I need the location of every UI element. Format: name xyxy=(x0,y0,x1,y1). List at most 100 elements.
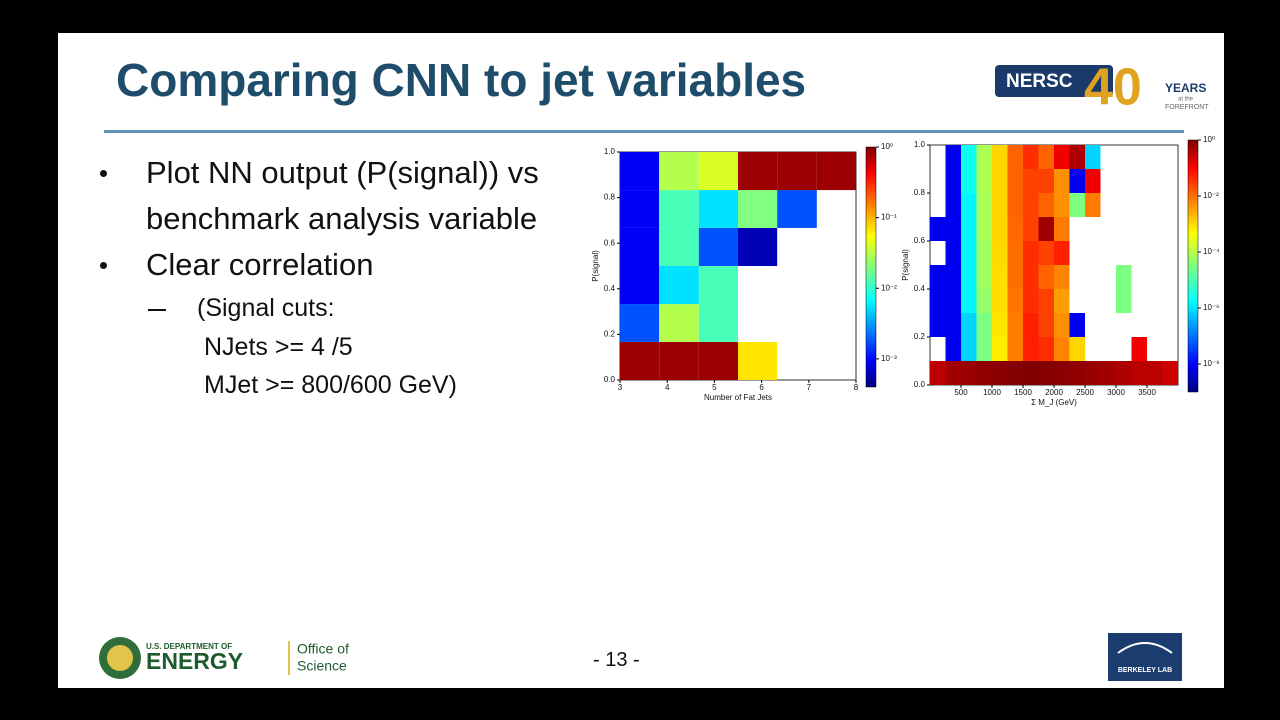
heatmap-cell xyxy=(945,265,961,289)
colorbar-tick-label: 10⁰ xyxy=(1203,135,1215,144)
heatmap-cell xyxy=(976,337,992,361)
x-tick-label: 8 xyxy=(854,383,859,392)
heatmap-cell xyxy=(698,190,738,228)
heatmap-cell xyxy=(1131,337,1147,361)
heatmap-cell xyxy=(1116,361,1132,385)
heatmap-cell xyxy=(1007,361,1023,385)
slide: Comparing CNN to jet variables Plot NN o… xyxy=(58,33,1224,688)
heatmap-cell xyxy=(698,152,738,191)
logo-text: Office of xyxy=(297,641,349,657)
page-number: - 13 - xyxy=(593,649,640,671)
heatmap-cell xyxy=(961,193,977,217)
heatmap-cell xyxy=(1054,265,1070,289)
heatmap-cell xyxy=(961,361,977,385)
heatmap-cell xyxy=(992,337,1008,361)
y-tick-label: 0.0 xyxy=(604,375,616,384)
heatmap-cell xyxy=(1147,361,1163,385)
logo-text: FOREFRONT xyxy=(1165,104,1209,111)
heatmap-cell xyxy=(976,169,992,193)
heatmap-cell xyxy=(1038,361,1054,385)
heatmap-cell xyxy=(961,289,977,313)
heatmap-cell xyxy=(961,169,977,193)
heatmap-cell xyxy=(1054,217,1070,241)
colorbar-tick-label: 10⁻⁴ xyxy=(1203,247,1220,256)
heatmap-cell xyxy=(1069,169,1085,193)
y-axis-label: P(signal) xyxy=(591,250,600,282)
x-tick-label: 2000 xyxy=(1045,388,1063,397)
heatmap-cell xyxy=(930,265,946,289)
logo-text: Science xyxy=(297,658,347,674)
heatmap-cell xyxy=(1054,145,1070,169)
heatmap-cell xyxy=(1038,265,1054,289)
y-tick-label: 0.6 xyxy=(914,236,926,245)
nersc-logo: NERSC 40 YEARS at the FOREFRONT xyxy=(995,59,1209,117)
heatmap-cell xyxy=(976,361,992,385)
graphics: NERSC 40 YEARS at the FOREFRONT U.S. DEP… xyxy=(99,59,1220,681)
heatmap-cell xyxy=(777,190,817,228)
bullet: Clear correlation xyxy=(100,242,606,288)
heatmap-cell xyxy=(930,289,946,313)
heatmap-cell xyxy=(1054,241,1070,265)
y-tick-label: 0.0 xyxy=(914,380,926,389)
heatmap-cell xyxy=(1162,361,1178,385)
slide-title: Comparing CNN to jet variables xyxy=(116,54,807,106)
heatmap-cell xyxy=(1023,217,1039,241)
heatmap-cell xyxy=(945,169,961,193)
dash-marker xyxy=(148,309,166,311)
heatmap-cell xyxy=(1054,289,1070,313)
colorbar-tick-label: 10⁻³ xyxy=(881,354,897,363)
heatmap-cell xyxy=(992,313,1008,337)
heatmap-cell xyxy=(945,313,961,337)
logo-text: BERKELEY LAB xyxy=(1118,667,1172,674)
heatmap-cell xyxy=(1069,313,1085,337)
x-tick-label: 2500 xyxy=(1076,388,1094,397)
heatmap-cell xyxy=(1038,337,1054,361)
colorbar-tick-label: 10⁻⁶ xyxy=(1203,303,1219,312)
y-tick-label: 0.6 xyxy=(604,238,616,247)
logo-text: NERSC xyxy=(1006,71,1073,92)
heatmap-cell xyxy=(930,313,946,337)
heatmap-cell xyxy=(945,217,961,241)
heatmap-cell xyxy=(1007,193,1023,217)
bullet-text: Plot NN output (P(signal)) vs benchmark … xyxy=(146,155,539,236)
colorbar xyxy=(865,146,877,388)
sub-bullet: NJets >= 4 /5 xyxy=(204,333,353,361)
heatmap-cell xyxy=(1069,193,1085,217)
heatmap-cell xyxy=(620,152,660,191)
heatmap-cell xyxy=(620,304,660,342)
heatmap-cell xyxy=(1038,217,1054,241)
heatmap-cell xyxy=(659,341,699,380)
heatmap-cell xyxy=(945,289,961,313)
heatmap-cell xyxy=(992,241,1008,265)
logo-text: U.S. DEPARTMENT OF xyxy=(146,642,232,651)
heatmap-cell xyxy=(1023,289,1039,313)
x-tick-label: 4 xyxy=(665,383,670,392)
heatmap-cell xyxy=(1116,289,1132,313)
heatmap-cell xyxy=(1116,265,1132,289)
heatmap-cell xyxy=(738,341,778,380)
sub-bullet: (Signal cuts: xyxy=(197,294,335,322)
sub-bullet: MJet >= 800/600 GeV) xyxy=(204,371,457,399)
colorbar-tick-label: 10⁰ xyxy=(881,142,893,151)
heatmap-cell xyxy=(1007,169,1023,193)
heatmap-cell xyxy=(930,217,946,241)
heatmap-cell xyxy=(620,190,660,228)
heatmap-cell xyxy=(1069,145,1085,169)
heatmap-cell xyxy=(1054,313,1070,337)
heatmap-cell xyxy=(976,193,992,217)
logo-text: 40 xyxy=(1084,59,1142,117)
x-tick-label: 3500 xyxy=(1138,388,1156,397)
heatmap-cell xyxy=(1007,241,1023,265)
colorbar-tick-label: 10⁻⁸ xyxy=(1203,359,1220,368)
heatmap-cell xyxy=(1007,265,1023,289)
heatmap-cell xyxy=(1054,193,1070,217)
heatmap-cell xyxy=(945,193,961,217)
heatmap-cell xyxy=(945,337,961,361)
heatmap-cell xyxy=(698,341,738,380)
heatmap-cell xyxy=(976,217,992,241)
heatmap-cell xyxy=(1023,241,1039,265)
heatmap-cell xyxy=(1023,193,1039,217)
heatmap-cell xyxy=(961,217,977,241)
heatmap-cell xyxy=(976,265,992,289)
